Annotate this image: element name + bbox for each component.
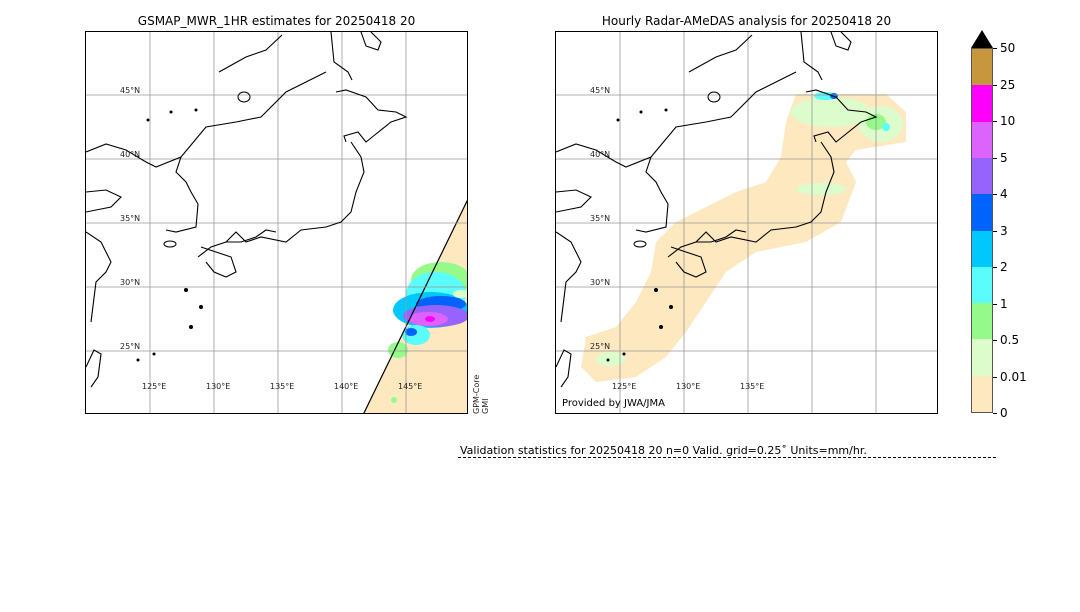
- lat-label-25: 25°N: [590, 342, 611, 351]
- colorbar-tick-label: 1: [1000, 296, 1008, 311]
- lon-label-130: 130°E: [206, 382, 231, 391]
- colorbar-tick: [993, 194, 997, 195]
- right-map-canvas: [556, 32, 937, 413]
- colorbar-tick: [993, 340, 997, 341]
- left-map-canvas: [86, 32, 467, 413]
- colorbar-segment: [972, 375, 992, 412]
- lat-label-40: 40°N: [120, 150, 141, 159]
- colorbar-tick: [993, 376, 997, 378]
- lat-label-35: 35°N: [590, 214, 611, 223]
- lat-label-45: 45°N: [590, 86, 611, 95]
- right-map-title: Hourly Radar-AMeDAS analysis for 2025041…: [601, 14, 892, 28]
- right-map: 45°N 40°N 35°N 30°N 25°N 125°E 130°E 135…: [555, 31, 938, 414]
- colorbar-tick-label: 3: [1000, 223, 1008, 238]
- colorbar-tick: [993, 84, 997, 86]
- lon-label-140: 140°E: [334, 382, 359, 391]
- lat-label-25: 25°N: [120, 342, 141, 351]
- colorbar-tick: [993, 303, 997, 305]
- colorbar-tick: [993, 48, 997, 49]
- lon-label-125: 125°E: [612, 382, 637, 391]
- colorbar-tick: [993, 267, 997, 268]
- colorbar-tick-label: 0.01: [1000, 369, 1027, 384]
- colorbar-tick-label: 50: [1000, 41, 1016, 55]
- lon-label-130: 130°E: [676, 382, 701, 391]
- lon-label-145: 145°E: [398, 382, 423, 391]
- satellite-label: GPM-Core GMI: [472, 374, 490, 414]
- colorbar-tick: [993, 121, 997, 122]
- colorbar: [971, 48, 993, 413]
- lon-label-135: 135°E: [270, 382, 295, 391]
- lon-label-135: 135°E: [740, 382, 765, 391]
- colorbar-segment: [972, 303, 992, 340]
- colorbar-segment: [972, 49, 992, 86]
- provided-by-label: Provided by JWA/JMA: [562, 398, 665, 409]
- colorbar-segment: [972, 121, 992, 158]
- colorbar-tick-label: 10: [1000, 114, 1016, 128]
- colorbar-segment: [972, 339, 992, 376]
- lat-label-35: 35°N: [120, 214, 141, 223]
- lat-label-30: 30°N: [120, 278, 141, 287]
- validation-statistics: Validation statistics for 20250418 20 n=…: [460, 444, 867, 457]
- colorbar-extend-arrow: [971, 30, 993, 48]
- colorbar-tick: [993, 157, 997, 159]
- colorbar-tick: [993, 413, 997, 414]
- colorbar-segment: [972, 266, 992, 304]
- lat-label-45: 45°N: [120, 86, 141, 95]
- precip-blob: [388, 262, 467, 403]
- lon-label-125: 125°E: [142, 382, 167, 391]
- colorbar-segment: [972, 85, 992, 122]
- colorbar-segment: [972, 194, 992, 231]
- colorbar-segment: [972, 230, 992, 267]
- lat-label-40: 40°N: [590, 150, 611, 159]
- left-map: 45°N 40°N 35°N 30°N 25°N 125°E 130°E 135…: [85, 31, 468, 414]
- colorbar-tick-label: 0: [1000, 406, 1008, 420]
- colorbar-tick-label: 4: [1000, 187, 1008, 201]
- lat-label-30: 30°N: [590, 278, 611, 287]
- validation-divider: [458, 457, 996, 458]
- colorbar-tick-label: 2: [1000, 260, 1008, 274]
- colorbar-tick-label: 25: [1000, 77, 1016, 92]
- left-map-title: GSMAP_MWR_1HR estimates for 20250418 20: [137, 14, 416, 28]
- colorbar-tick-label: 5: [1000, 150, 1008, 165]
- colorbar-tick-label: 0.5: [1000, 333, 1020, 347]
- colorbar-segment: [972, 157, 992, 195]
- colorbar-tick: [993, 230, 997, 232]
